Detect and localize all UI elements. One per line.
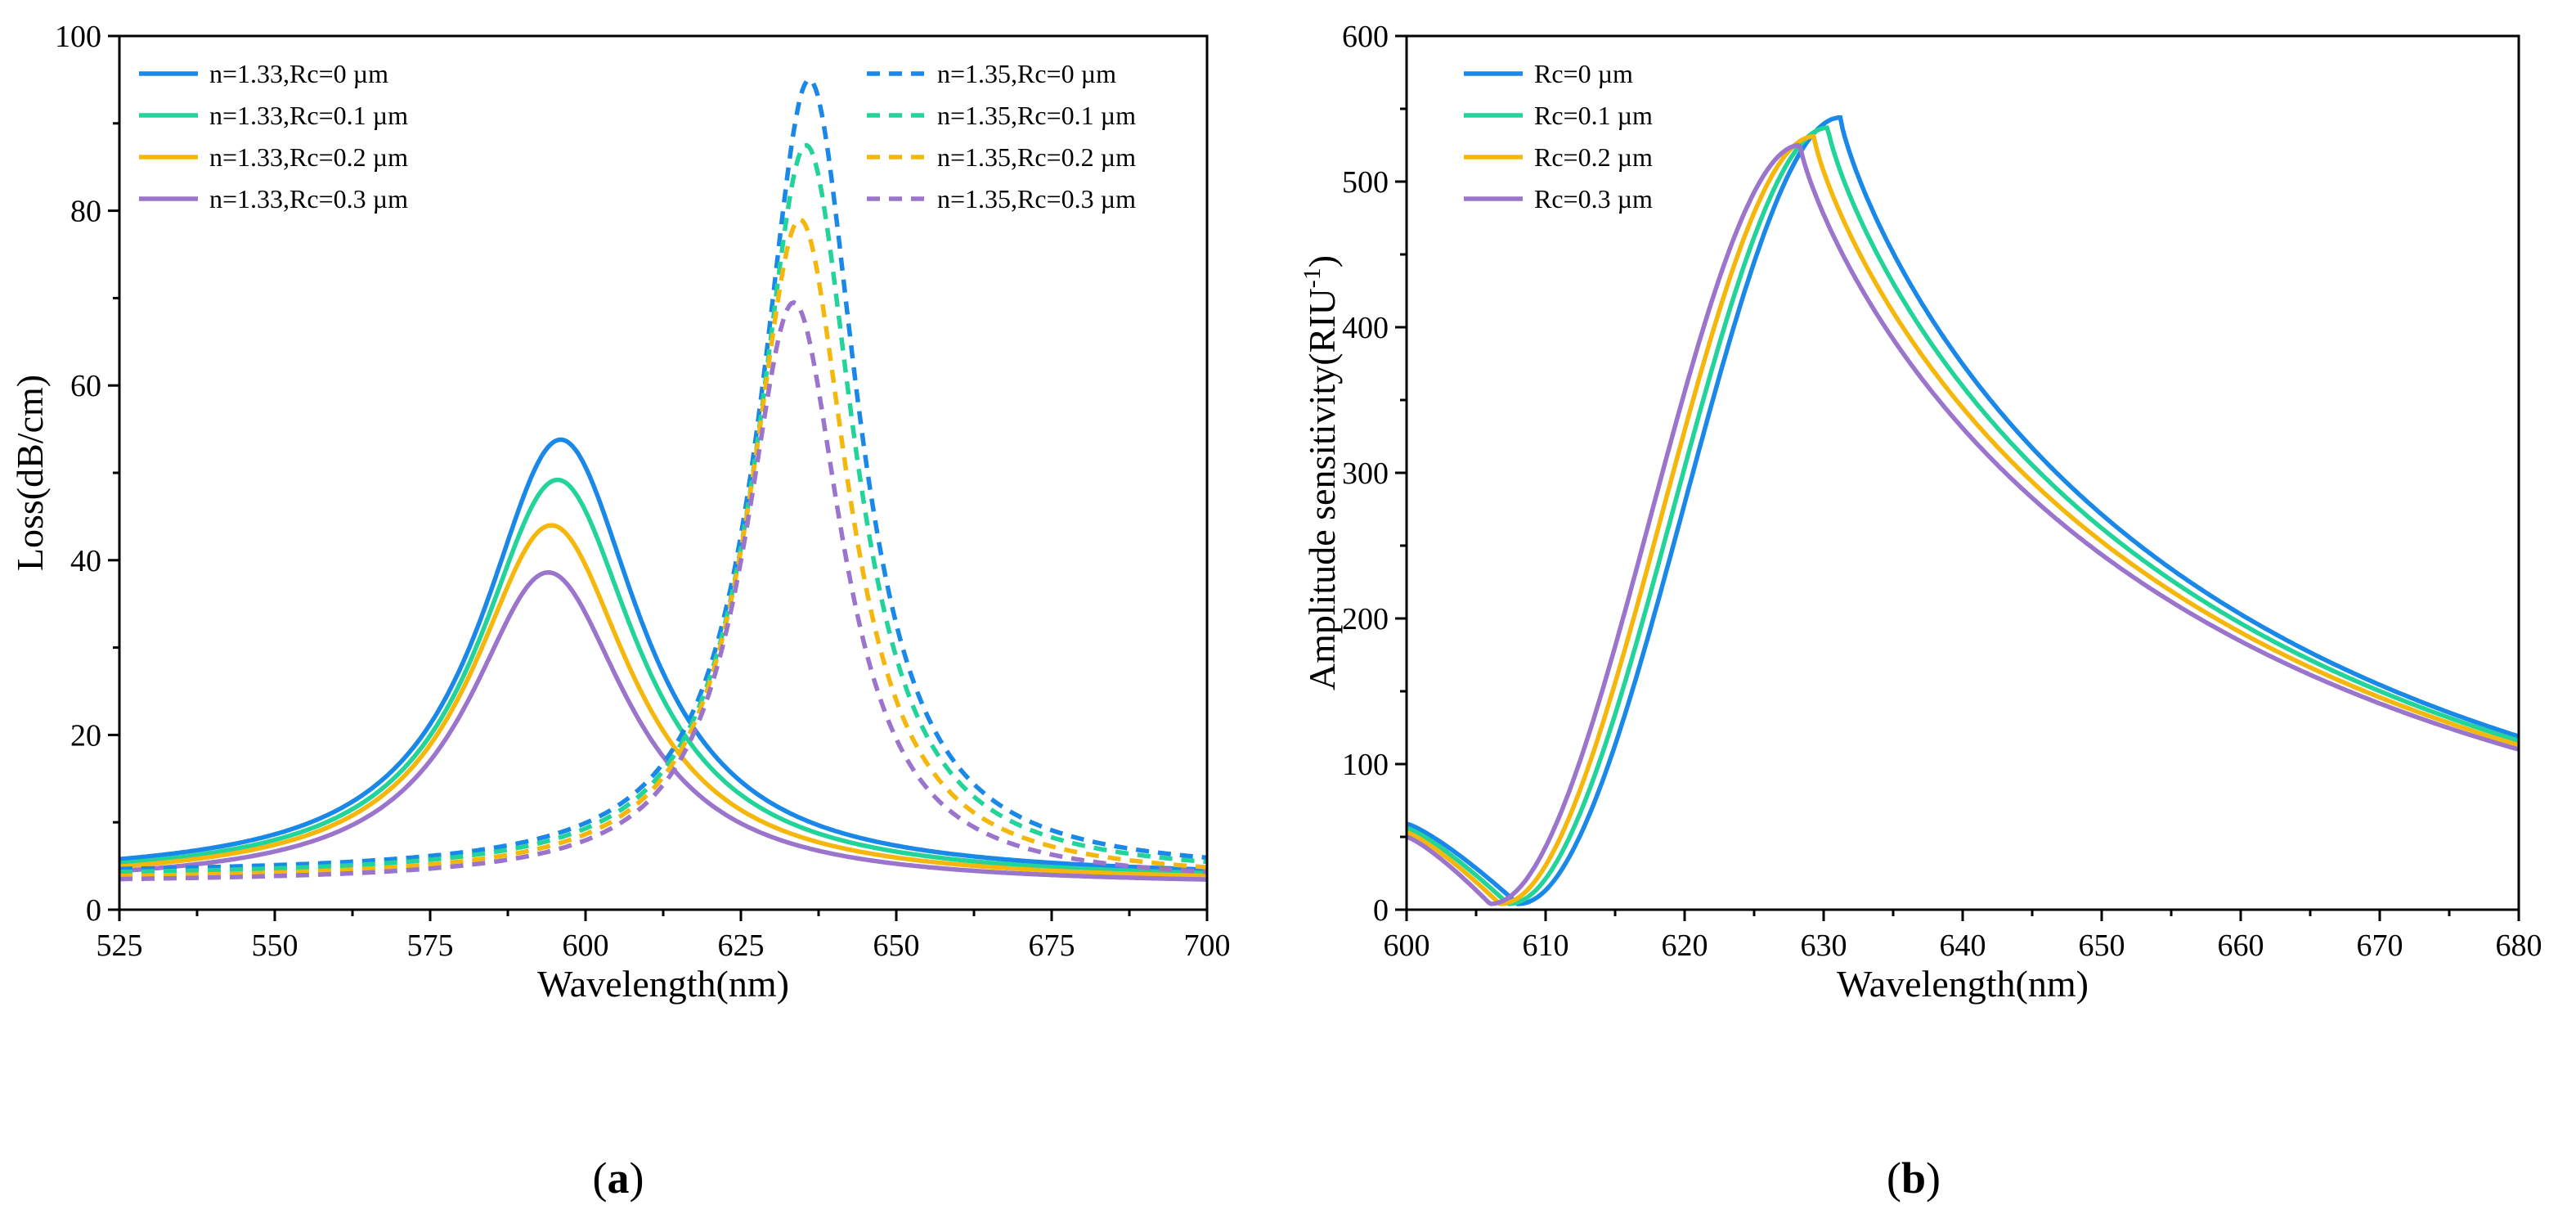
y-tick-label: 100	[1342, 748, 1389, 782]
x-axis-title: Wavelength(nm)	[537, 963, 789, 1005]
y-axis-title: Amplitude sensitivity(RIU-1)	[1299, 255, 1343, 690]
legend-label: n=1.35,Rc=0.2 µm	[937, 142, 1136, 172]
legend-label: n=1.33,Rc=0.1 µm	[209, 101, 408, 130]
legend-label: Rc=0 µm	[1534, 59, 1633, 88]
series-line-4	[119, 570, 1207, 882]
legend-label: n=1.35,Rc=0.3 µm	[937, 184, 1136, 214]
x-tick-label: 675	[1029, 928, 1075, 963]
x-tick-label: 650	[2079, 928, 2125, 963]
y-tick-label: 400	[1342, 311, 1389, 345]
y-tick-label: 600	[1342, 20, 1389, 54]
y-axis-title-superscript: -1	[1299, 268, 1326, 288]
y-axis-title: Loss(dB/cm)	[9, 375, 51, 571]
legend-label: n=1.33,Rc=0.2 µm	[209, 142, 408, 172]
legend-label: n=1.33,Rc=0.3 µm	[209, 184, 408, 214]
y-axis-title-end: )	[1301, 255, 1343, 268]
legend-label: Rc=0.3 µm	[1534, 184, 1653, 214]
legend-label: Rc=0.2 µm	[1534, 142, 1653, 172]
panel-label: (b)	[1887, 1153, 1941, 1203]
x-tick-label: 670	[2357, 928, 2403, 963]
y-tick-label: 500	[1342, 165, 1389, 200]
x-axis-title: Wavelength(nm)	[1837, 963, 2089, 1005]
panel-label: (a)	[593, 1153, 644, 1203]
panel-b-amplitude-sensitivity-chart: 600 610 620 630 640 650 660 670 680 0 100 200 300 400…	[1299, 20, 2542, 1203]
x-tick-label: 650	[873, 928, 920, 963]
series-line-5	[119, 77, 1208, 871]
x-tick-label: 625	[718, 928, 765, 963]
series-line-3	[119, 523, 1208, 879]
x-tick-label: 600	[1384, 928, 1430, 963]
y-tick-label: 0	[1373, 893, 1389, 928]
panel-a-loss-chart: 525 550 575 600 625 650 675 700 0 20 40 60 80 100 Wave…	[9, 20, 1231, 1203]
legend-label: n=1.35,Rc=0 µm	[937, 59, 1116, 88]
y-tick-label: 0	[86, 893, 101, 928]
y-tick-label: 80	[70, 195, 101, 229]
x-tick-label: 680	[2496, 928, 2542, 963]
y-axis-title-text: Amplitude sensitivity(RIU	[1301, 288, 1343, 690]
legend-label: Rc=0.1 µm	[1534, 101, 1653, 130]
x-tick-label: 575	[407, 928, 454, 963]
x-tick-label: 600	[563, 928, 609, 963]
x-tick-label: 620	[1662, 928, 1708, 963]
series-line-4	[1406, 142, 2520, 906]
panel-label-letter: b	[1901, 1153, 1926, 1203]
series-line-3	[1406, 133, 2520, 906]
series-line-6	[119, 142, 1208, 875]
series-line-8	[119, 299, 1208, 882]
legend-label: n=1.35,Rc=0.1 µm	[937, 101, 1136, 130]
y-tick-label: 60	[70, 369, 101, 403]
y-tick-label: 20	[70, 718, 101, 753]
legend-label: n=1.33,Rc=0 µm	[209, 59, 388, 88]
series-line-1	[119, 437, 1207, 872]
x-tick-label: 700	[1184, 928, 1231, 963]
series-line-1	[1406, 115, 2520, 906]
x-tick-label: 550	[252, 928, 298, 963]
y-tick-label: 300	[1342, 456, 1389, 491]
x-tick-label: 630	[1801, 928, 1847, 963]
y-tick-label: 40	[70, 544, 101, 578]
series-line-2	[1406, 125, 2520, 906]
x-tick-label: 525	[96, 928, 143, 963]
panel-label-letter: a	[608, 1153, 630, 1203]
x-tick-label: 660	[2218, 928, 2264, 963]
y-tick-label: 100	[55, 20, 101, 54]
y-axis-title-text: Loss(dB/cm)	[9, 375, 51, 571]
series-line-2	[119, 477, 1207, 875]
x-tick-label: 640	[1940, 928, 1986, 963]
y-tick-label: 200	[1342, 602, 1389, 636]
series-line-7	[119, 217, 1208, 879]
x-tick-label: 610	[1523, 928, 1569, 963]
